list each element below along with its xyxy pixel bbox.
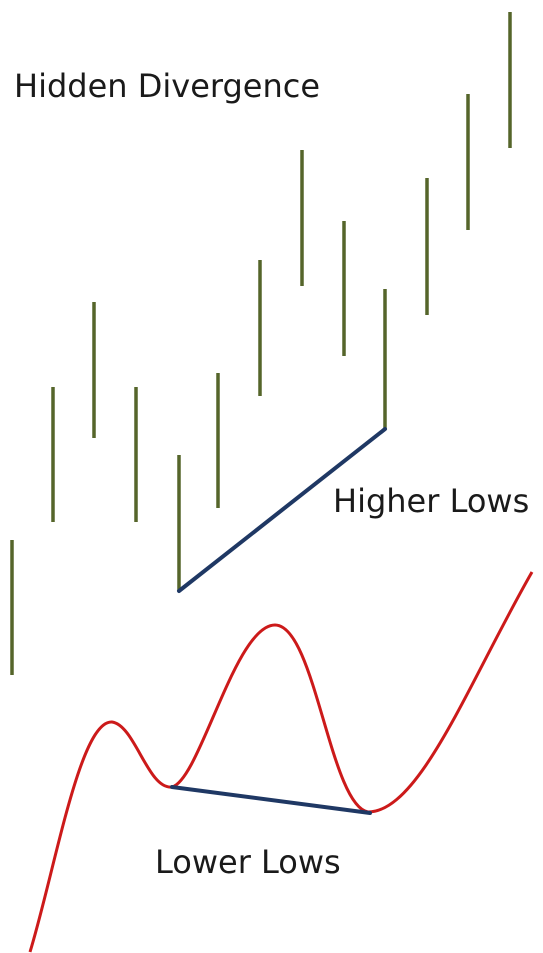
oscillator-lower-lows-trendline (170, 785, 372, 815)
diagram-title: Hidden Divergence (14, 67, 321, 105)
lower-lows-label: Lower Lows (155, 843, 341, 881)
higher-lows-label: Higher Lows (333, 482, 530, 520)
oscillator-line (28, 571, 534, 953)
price-higher-lows-trendline (177, 427, 387, 593)
price-bars (10, 12, 512, 675)
